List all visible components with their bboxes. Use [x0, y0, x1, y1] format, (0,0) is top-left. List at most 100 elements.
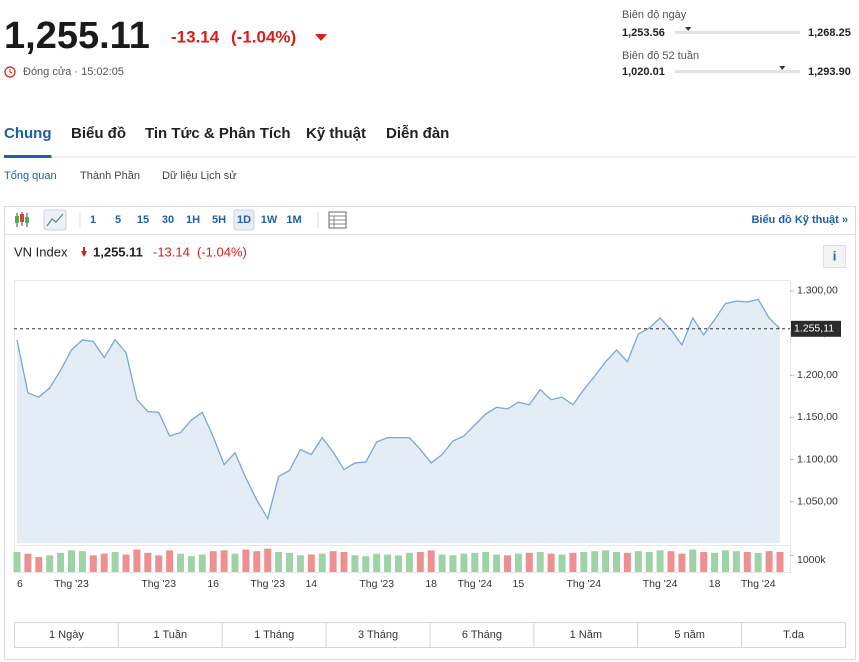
- period-button[interactable]: [117, 622, 223, 648]
- tab[interactable]: Tin Tức & Phân Tích: [145, 125, 291, 142]
- volume-bar: [111, 552, 119, 572]
- volume-bar: [569, 552, 577, 572]
- tab[interactable]: Chung: [4, 125, 51, 142]
- range-low: 1,020.01: [622, 66, 665, 78]
- volume-bar: [187, 556, 195, 572]
- x-tick-label: 15: [513, 578, 525, 590]
- period-button[interactable]: [14, 622, 119, 648]
- interval-button[interactable]: 1H: [186, 214, 200, 226]
- info-icon: i: [833, 248, 837, 263]
- tab[interactable]: Biểu đồ: [71, 125, 126, 142]
- market-status: Đóng cửa · 15:02:05: [23, 66, 124, 78]
- tab[interactable]: Diễn đàn: [386, 125, 449, 142]
- range-marker: [779, 66, 786, 70]
- interval-button[interactable]: 30: [162, 214, 174, 226]
- volume-bar: [438, 554, 446, 572]
- volume-bar: [591, 551, 599, 572]
- period-button[interactable]: [533, 622, 639, 648]
- interval-button[interactable]: 15: [137, 214, 149, 226]
- volume-bar: [700, 552, 708, 572]
- interval-button[interactable]: 1: [90, 214, 96, 226]
- volume-bar: [340, 552, 348, 572]
- period-button[interactable]: [221, 622, 327, 648]
- volume-bar: [678, 553, 686, 572]
- volume-bar: [24, 553, 32, 572]
- period-label: 3 Tháng: [358, 629, 398, 641]
- x-tick-label: Thg '23: [141, 578, 176, 590]
- volume-bar: [155, 555, 163, 572]
- interval-button[interactable]: 5: [115, 214, 121, 226]
- volume-bar: [613, 552, 620, 572]
- interval-button[interactable]: 1M: [286, 214, 301, 226]
- volume-tick-label: 1000k: [797, 554, 826, 566]
- interval-button[interactable]: 1D: [237, 214, 251, 226]
- volume-bar: [68, 550, 75, 572]
- volume-bar: [318, 553, 326, 572]
- last-price-label: 1.255,11: [794, 323, 834, 335]
- volume-bar: [89, 555, 97, 572]
- price: 1,255.11: [4, 15, 150, 57]
- volume-bar: [395, 555, 402, 572]
- chart-change-pct: (-1.04%): [197, 244, 247, 259]
- volume-bar: [362, 556, 370, 572]
- volume-bar: [449, 555, 457, 572]
- x-tick-label: Thg '23: [250, 578, 285, 590]
- volume-bar: [754, 552, 762, 572]
- range-high: 1,268.25: [808, 27, 851, 39]
- period-label: 5 năm: [674, 629, 705, 641]
- chart-frame: [4, 206, 856, 660]
- change-pct: (-1.04%): [231, 27, 296, 46]
- y-tick-label: 1.100,00: [797, 453, 838, 465]
- volume-bar: [471, 552, 479, 572]
- volume-bar: [656, 550, 664, 572]
- table-icon-lines: [329, 215, 346, 228]
- period-button[interactable]: [741, 622, 846, 648]
- tab[interactable]: Kỹ thuật: [306, 125, 366, 142]
- period-button[interactable]: [637, 622, 743, 648]
- range-high: 1,293.90: [808, 66, 851, 78]
- volume-bar: [558, 554, 566, 572]
- volume-bar: [296, 555, 304, 572]
- volume-bar: [547, 553, 555, 572]
- volume-bar: [460, 553, 468, 572]
- y-tick-label: 1.150,00: [797, 411, 838, 423]
- area-icon-line: [46, 213, 64, 227]
- volume-bar: [536, 552, 544, 572]
- chart-change: -13.14: [153, 244, 190, 259]
- volume-bar: [373, 553, 381, 572]
- volume-bar: [580, 552, 588, 572]
- x-tick-label: Thg '24: [741, 578, 776, 590]
- tech-chart-link[interactable]: Biểu đồ Kỹ thuật »: [751, 214, 848, 226]
- range-low: 1,253.56: [622, 27, 665, 39]
- area-icon[interactable]: [43, 209, 67, 231]
- interval-button[interactable]: 1W: [261, 214, 278, 226]
- volume-bar: [177, 553, 184, 572]
- volume-bar: [623, 552, 631, 572]
- x-tick-label: Thg '23: [54, 578, 89, 590]
- volume-bar: [645, 552, 653, 572]
- y-tick-label: 1.050,00: [797, 495, 838, 507]
- volume-bar: [634, 551, 642, 572]
- volume-bar: [220, 550, 228, 572]
- period-label: 1 Tháng: [254, 629, 294, 641]
- period-button[interactable]: [325, 622, 431, 648]
- period-button[interactable]: [429, 622, 535, 648]
- volume-bar: [602, 550, 610, 572]
- range-label: Biên độ ngày: [622, 9, 687, 21]
- chart-price: 1,255.11: [93, 244, 143, 259]
- volume-bar: [275, 552, 283, 572]
- volume-bar: [405, 552, 413, 572]
- volume-bar: [776, 552, 784, 572]
- info-button[interactable]: [823, 245, 846, 268]
- plot-frame: [14, 280, 791, 573]
- range-label: Biên độ 52 tuần: [622, 50, 699, 62]
- subtab[interactable]: Dữ liệu Lịch sử: [162, 170, 237, 182]
- volume-bar: [209, 551, 217, 572]
- range-track: [675, 31, 800, 34]
- chart-down-arrow: [81, 247, 87, 257]
- volume-bar: [307, 554, 315, 572]
- subtab[interactable]: Thành Phần: [80, 170, 140, 182]
- subtab[interactable]: Tổng quan: [4, 170, 57, 182]
- interval-button[interactable]: 5H: [212, 214, 226, 226]
